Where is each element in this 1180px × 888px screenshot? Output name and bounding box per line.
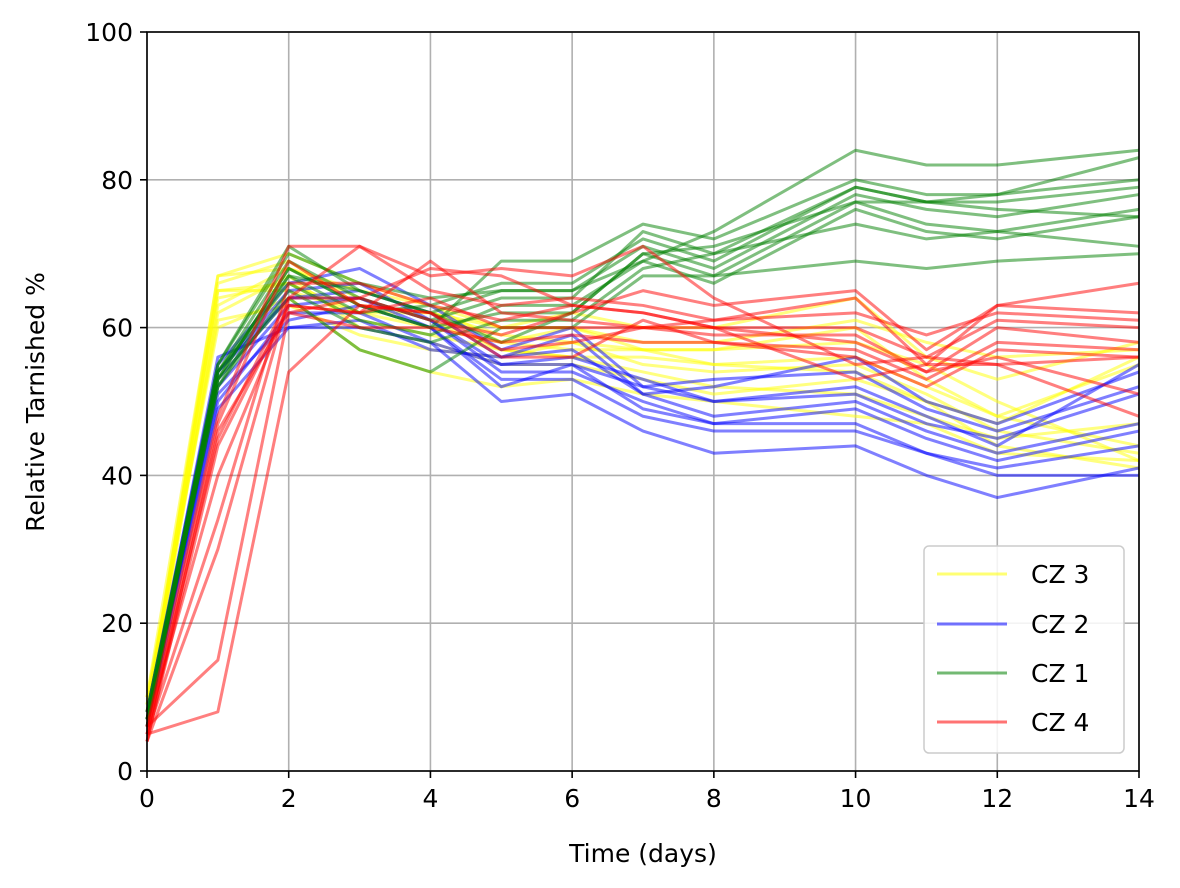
series-lines <box>145 148 1140 742</box>
y-tick-label: 80 <box>101 166 133 195</box>
x-tick-label: 0 <box>139 784 155 813</box>
x-tick-label: 12 <box>981 784 1013 813</box>
legend-label-cz4: CZ 4 <box>1031 708 1089 737</box>
series-line-cz2 <box>145 318 1140 727</box>
series-line-cz4 <box>145 259 1140 735</box>
series-line-cz4 <box>145 259 1140 742</box>
plot-frame <box>146 31 1140 772</box>
y-tick-label: 0 <box>117 757 133 786</box>
axis-ticks: 0 2 4 6 8 10 12 14 0 20 40 60 80 100 <box>85 18 1155 813</box>
y-axis-title: Relative Tarnished % <box>21 272 50 532</box>
x-tick-label: 2 <box>281 784 297 813</box>
legend-label-cz3: CZ 3 <box>1031 560 1089 589</box>
x-axis-title: Time (days) <box>568 839 717 868</box>
y-tick-label: 60 <box>101 314 133 343</box>
legend-label-cz1: CZ 1 <box>1031 659 1089 688</box>
x-tick-label: 8 <box>706 784 722 813</box>
legend-box <box>923 545 1125 754</box>
x-tick-label: 4 <box>422 784 438 813</box>
y-tick-label: 100 <box>85 18 133 47</box>
x-tick-label: 10 <box>840 784 872 813</box>
series-line-cz4 <box>145 244 1140 727</box>
series-line-cz1 <box>145 193 1140 727</box>
x-tick-label: 6 <box>564 784 580 813</box>
legend: CZ 3 CZ 2 CZ 1 CZ 4 <box>923 545 1125 754</box>
series-line-cz4 <box>145 266 1140 735</box>
series-line-cz4 <box>145 311 1140 742</box>
y-tick-label: 40 <box>101 461 133 490</box>
legend-label-cz2: CZ 2 <box>1031 610 1089 639</box>
x-tick-label: 14 <box>1123 784 1155 813</box>
y-tick-label: 20 <box>101 609 133 638</box>
